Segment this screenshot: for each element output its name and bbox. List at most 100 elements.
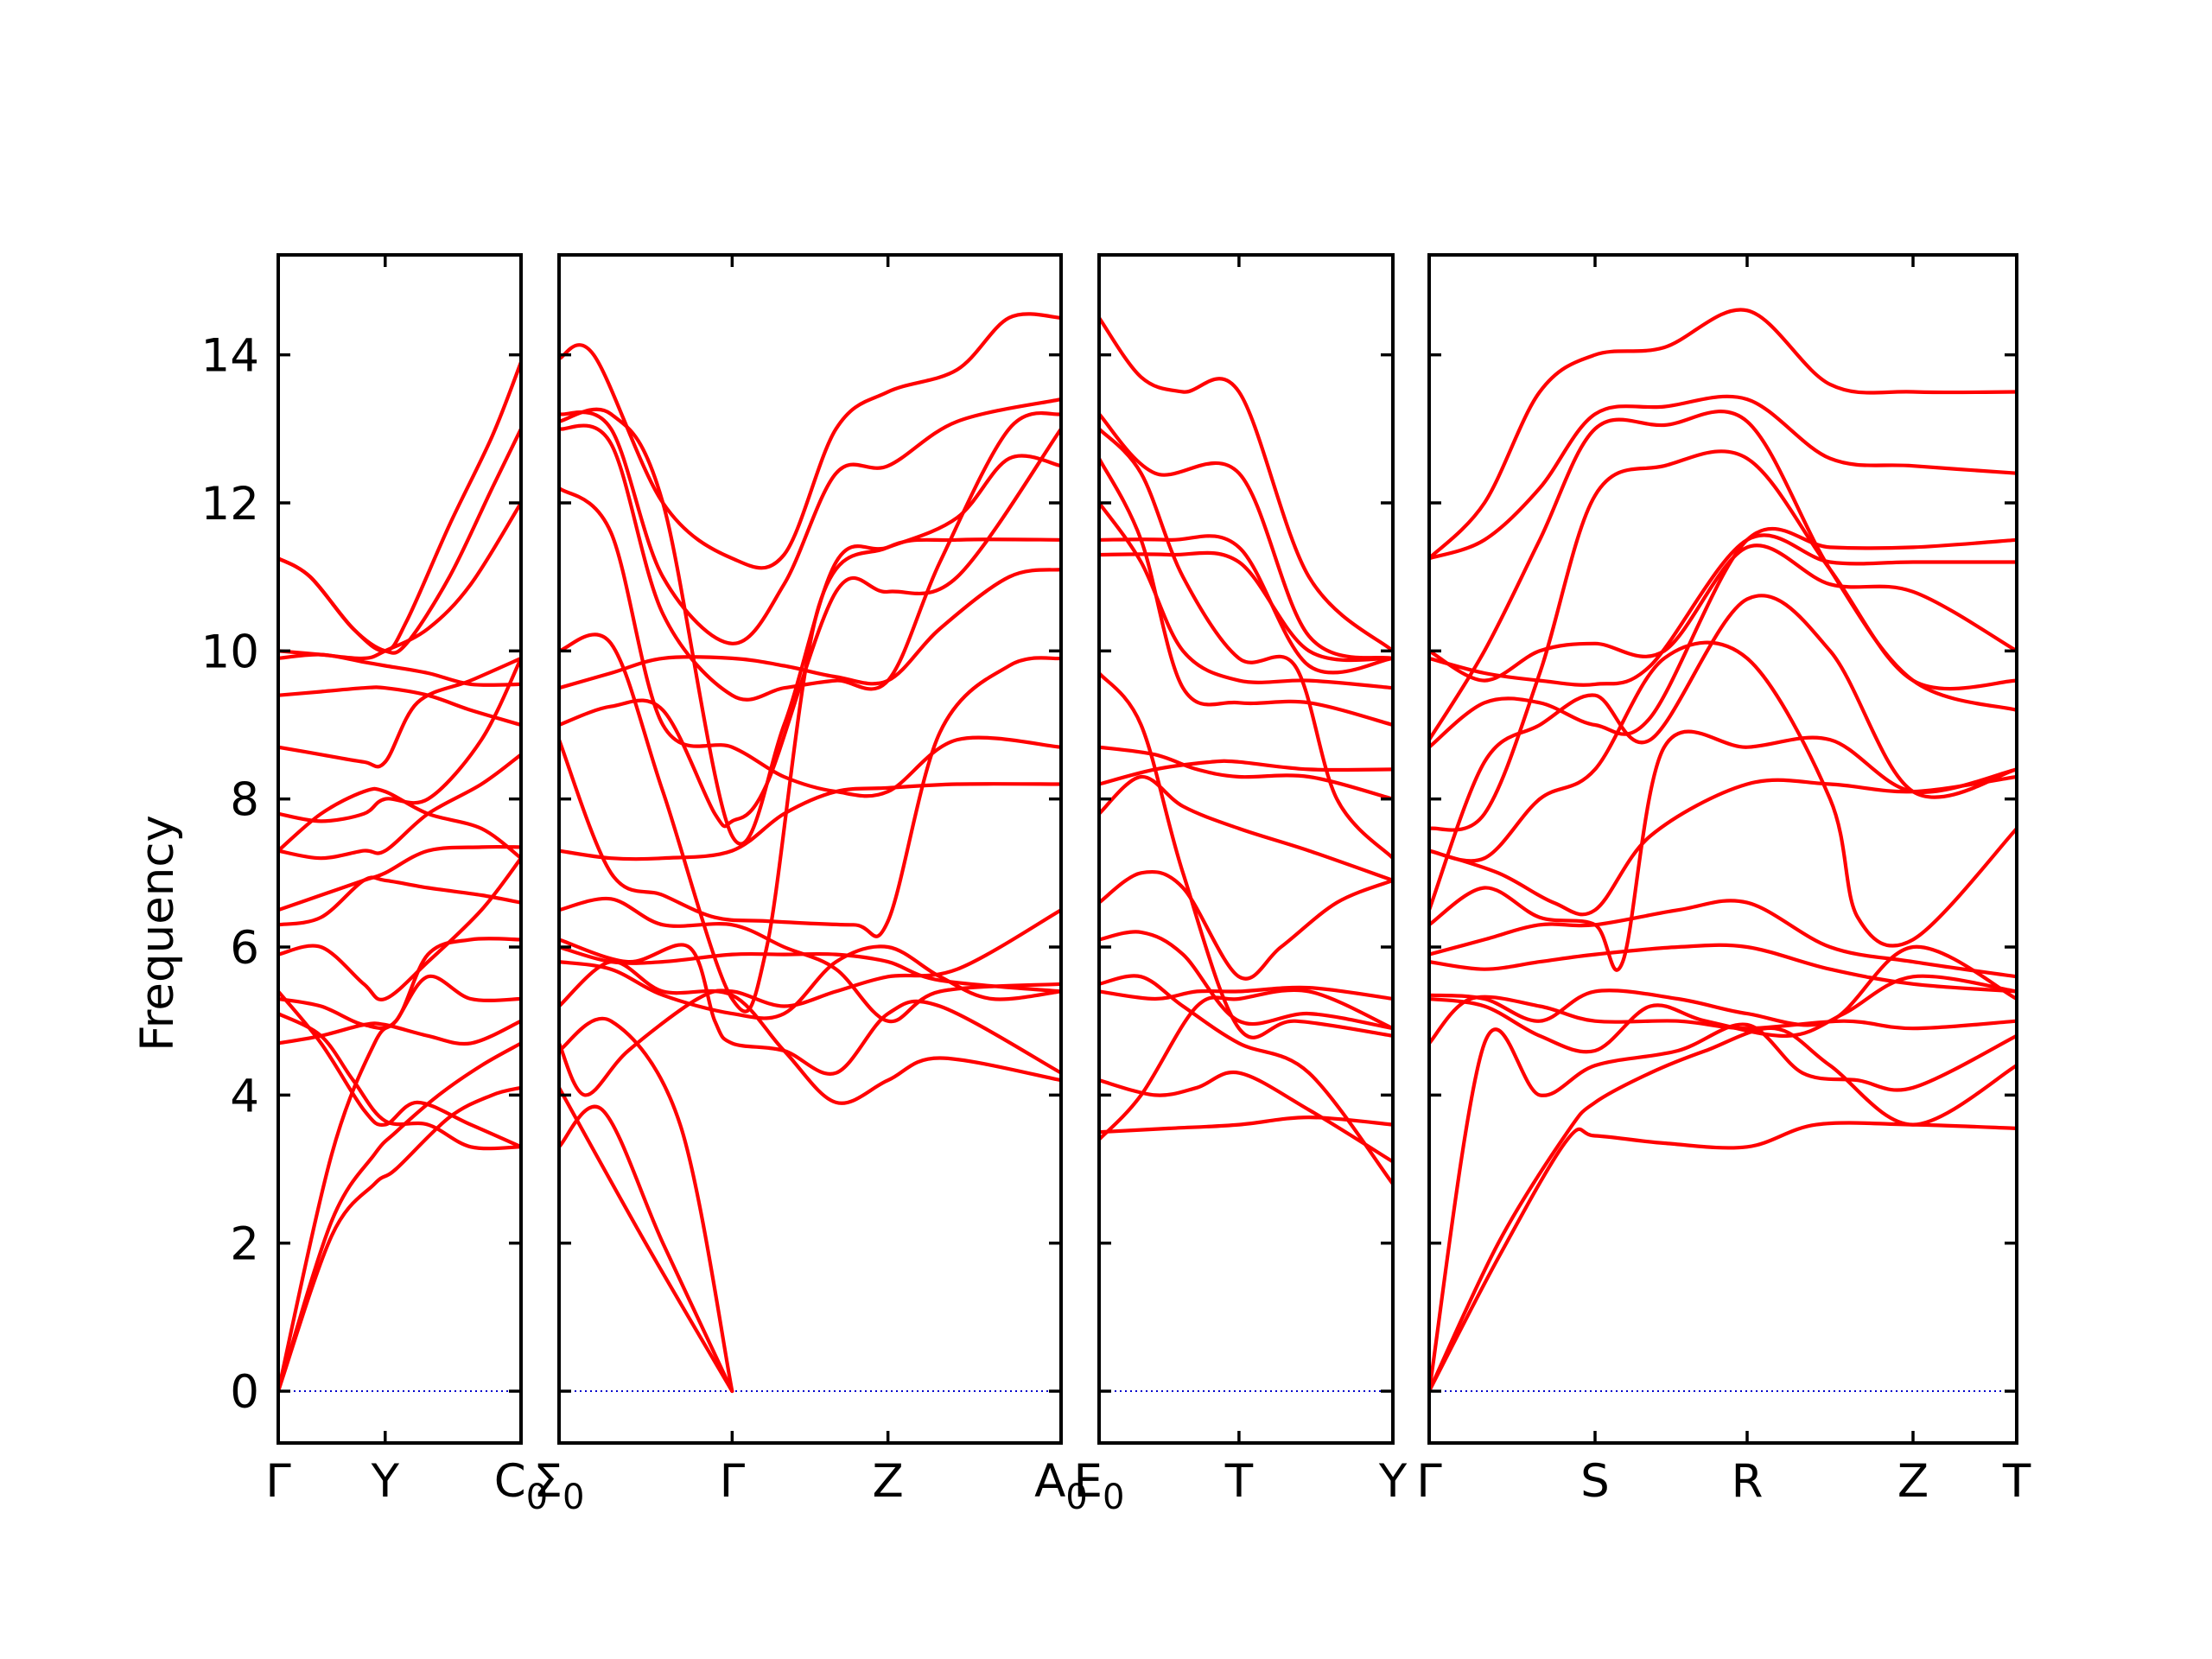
- band-line-15: [1429, 543, 2017, 683]
- band-line-12: [1099, 534, 1393, 675]
- panel-frame: [557, 253, 1063, 1445]
- band-line-9: [559, 896, 1061, 1024]
- band-line-4: [278, 1012, 521, 1151]
- band-line-12: [278, 656, 521, 823]
- band-line-18: [559, 407, 1061, 846]
- x-tick-label: Σ0: [534, 1455, 585, 1517]
- x-tick-label: Z: [872, 1455, 903, 1508]
- band-line-11: [1099, 671, 1393, 1039]
- x-tick-label: R: [1732, 1455, 1764, 1508]
- y-tick-label: 6: [230, 922, 259, 975]
- band-line-19: [1429, 308, 2017, 561]
- band-line-3: [1429, 1022, 2017, 1394]
- x-tick-label: E0: [1074, 1455, 1125, 1517]
- panel-3: E0 T Y: [1074, 253, 1408, 1517]
- panel-2: Σ0 Γ Z A0: [534, 253, 1088, 1517]
- band-line-8: [1429, 899, 2017, 979]
- y-tick-label: 12: [201, 478, 259, 531]
- band-line-14: [278, 656, 521, 769]
- band-line-14: [1429, 533, 2017, 687]
- band-line-19: [559, 312, 1061, 570]
- band-series: [1429, 308, 2017, 1394]
- band-series: [278, 360, 521, 1394]
- band-line-13: [278, 786, 521, 861]
- x-tick-label: Z: [1897, 1455, 1929, 1508]
- band-line-17: [1099, 412, 1393, 660]
- band-line-7: [278, 937, 521, 1031]
- band-line-17: [559, 397, 1061, 645]
- band-line-1: [559, 1085, 734, 1394]
- x-tick-label: Y: [371, 1455, 400, 1508]
- x-tick-label: Y: [1378, 1455, 1408, 1508]
- x-tick-label: C0: [494, 1455, 548, 1517]
- panel-frame: [1427, 253, 2018, 1445]
- y-tick-label: 10: [201, 626, 259, 678]
- x-tick-label: T: [1224, 1455, 1254, 1508]
- band-line-14: [1099, 500, 1393, 690]
- panel-1: 0 2 4 6 8 10 12 14 Γ Y C0: [201, 253, 548, 1517]
- band-line-2: [1099, 988, 1393, 1141]
- y-tick-label: 4: [230, 1070, 259, 1122]
- panel-frame: [1097, 253, 1395, 1445]
- y-tick-label: 14: [201, 330, 259, 383]
- band-line-3: [559, 1016, 734, 1394]
- band-line-11: [559, 656, 1061, 938]
- band-line-10: [278, 844, 521, 912]
- band-line-15: [278, 685, 521, 728]
- band-line-10: [559, 782, 1061, 861]
- x-tick-label: Γ: [720, 1455, 746, 1508]
- x-tick-label: Γ: [265, 1455, 291, 1508]
- band-line-4: [1429, 995, 2017, 1046]
- y-tick-label: 2: [230, 1218, 259, 1271]
- panel-frame: [276, 253, 523, 1445]
- band-line-8: [278, 856, 521, 1001]
- y-axis-title: Frequency: [131, 815, 184, 1052]
- band-series: [559, 312, 1061, 1394]
- band-line-13: [1099, 550, 1393, 663]
- band-line-1: [278, 1085, 521, 1394]
- band-line-6: [1099, 930, 1393, 1031]
- band-line-4: [1099, 985, 1393, 1001]
- band-line-6: [559, 944, 1061, 1020]
- band-line-9: [1429, 729, 2017, 972]
- band-line-3: [1099, 1070, 1393, 1164]
- y-tick-label: 8: [230, 774, 259, 827]
- x-tick-label: A0: [1034, 1455, 1088, 1517]
- band-line-8: [1099, 774, 1393, 882]
- band-line-19: [278, 360, 521, 653]
- band-series: [1099, 315, 1393, 1186]
- band-line-13: [1429, 527, 2017, 749]
- band-line-10: [1429, 774, 2017, 917]
- band-line-16: [1099, 427, 1393, 861]
- x-tick-label: T: [2002, 1455, 2031, 1508]
- band-line-2: [559, 1104, 734, 1394]
- x-tick-label: Γ: [1416, 1455, 1442, 1508]
- band-line-2: [278, 1041, 521, 1394]
- band-line-2: [1429, 1026, 2017, 1394]
- band-line-7: [1429, 943, 2017, 994]
- band-line-6: [1429, 944, 2017, 1027]
- band-line-11: [278, 753, 521, 861]
- band-line-1: [1099, 1116, 1393, 1135]
- band-line-7: [1099, 869, 1393, 981]
- band-line-5: [1099, 974, 1393, 1186]
- x-tick-label: S: [1580, 1455, 1610, 1508]
- band-line-9: [1099, 759, 1393, 786]
- band-line-11: [1429, 640, 2017, 948]
- band-line-8: [559, 938, 1061, 1076]
- band-line-5: [278, 989, 521, 1149]
- band-line-12: [1429, 594, 2017, 912]
- band-line-9: [278, 875, 521, 927]
- band-line-17: [1429, 410, 2017, 742]
- band-line-1: [1429, 1121, 2017, 1394]
- band-line-4: [559, 908, 1061, 1097]
- band-line-18: [1429, 394, 2017, 561]
- band-line-18: [1099, 315, 1393, 653]
- band-line-15: [1099, 456, 1393, 728]
- band-line-16: [559, 411, 1061, 702]
- y-tick-label: 0: [230, 1366, 259, 1419]
